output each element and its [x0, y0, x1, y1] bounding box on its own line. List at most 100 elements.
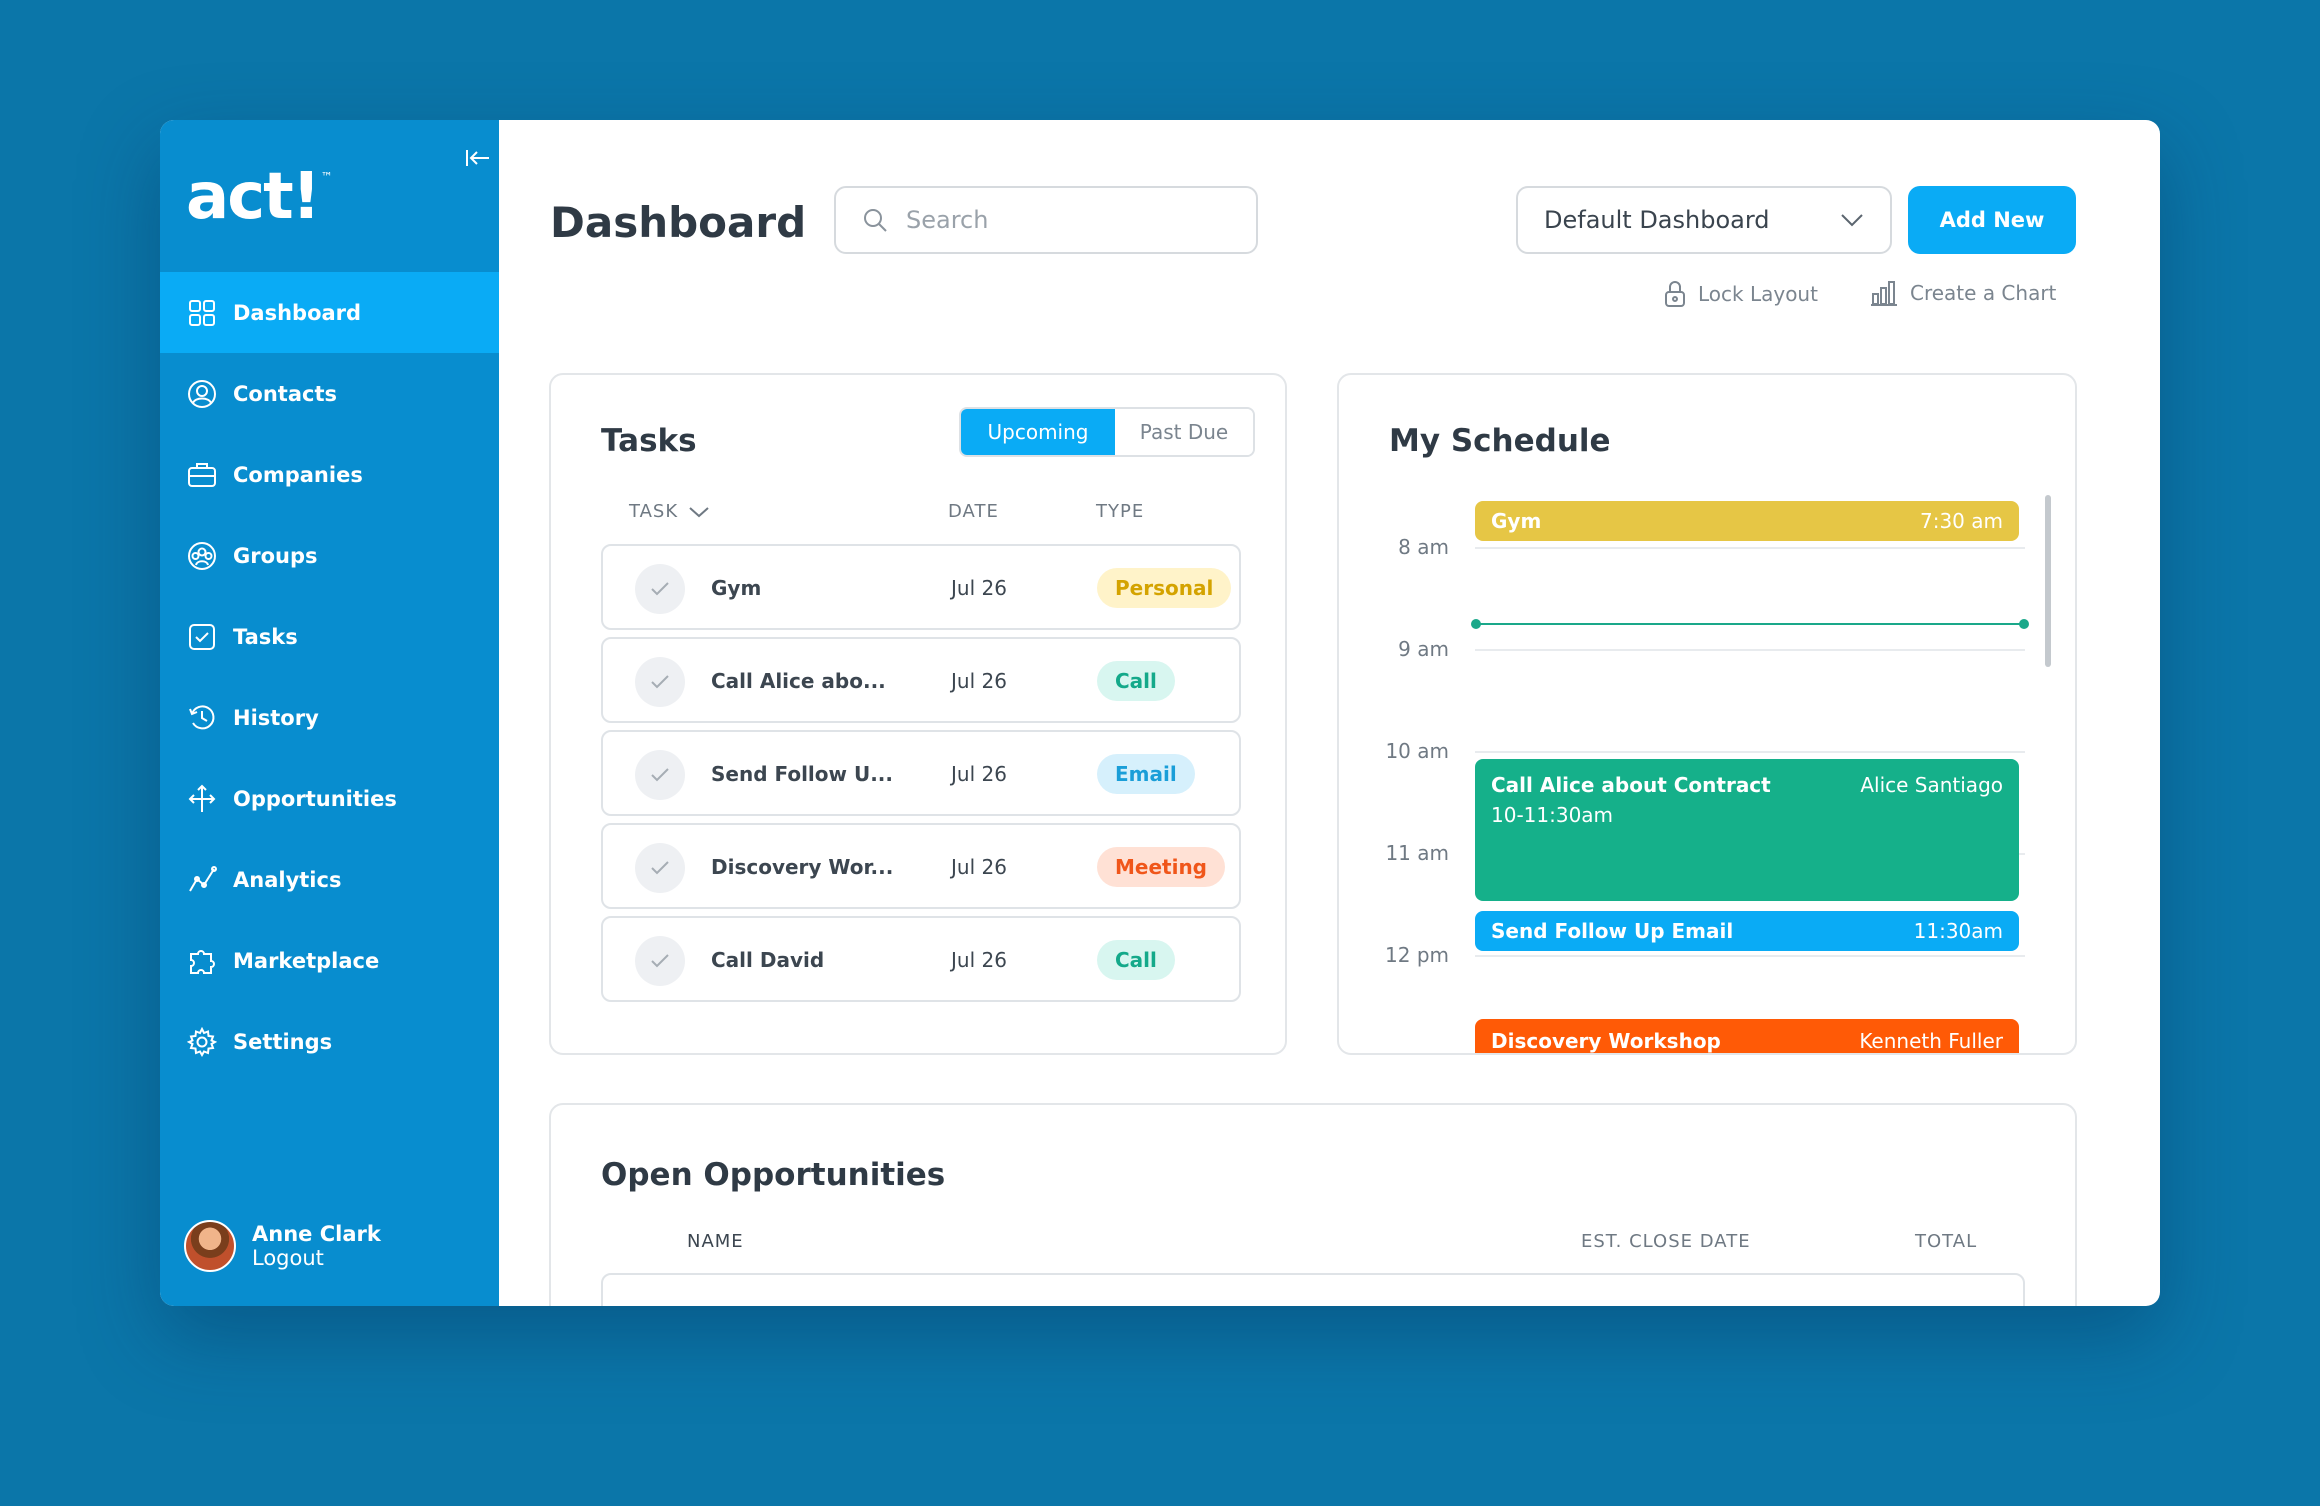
sidebar-item-history[interactable]: History	[160, 677, 499, 758]
check-icon	[651, 861, 669, 875]
event-title: Gym	[1491, 509, 1542, 533]
sidebar-item-label: Groups	[233, 543, 318, 568]
logo: act! ™	[186, 160, 333, 234]
task-row[interactable]: Gym Jul 26 Personal	[601, 544, 1241, 630]
task-complete-button[interactable]	[635, 843, 685, 893]
opportunity-row[interactable]	[601, 1273, 2025, 1306]
type-column-header: TYPE	[1096, 501, 1145, 522]
type-badge: Personal	[1097, 568, 1232, 608]
sidebar-item-opportunities[interactable]: Opportunities	[160, 758, 499, 839]
sidebar-item-label: Opportunities	[233, 786, 397, 811]
logout-link[interactable]: Logout	[252, 1246, 324, 1270]
create-chart-button[interactable]: Create a Chart	[1870, 280, 2056, 306]
close-date-column-header[interactable]: EST. CLOSE DATE	[1581, 1231, 1751, 1252]
add-new-button[interactable]: Add New	[1908, 186, 2076, 254]
check-icon	[651, 582, 669, 596]
search-box[interactable]	[834, 186, 1258, 254]
event-call-alice[interactable]: Call Alice about Contract Alice Santiago…	[1475, 759, 2019, 901]
tasks-title: Tasks	[601, 423, 697, 459]
app-window: act! ™ Dashboard Contacts Companies Group…	[160, 120, 2160, 1306]
tab-upcoming[interactable]: Upcoming	[961, 409, 1115, 455]
opportunities-card: Open Opportunities NAME EST. CLOSE DATE …	[549, 1103, 2077, 1306]
task-complete-button[interactable]	[635, 564, 685, 614]
user-name: Anne Clark	[252, 1222, 381, 1246]
tasks-tab-group: Upcoming Past Due	[959, 407, 1255, 457]
sidebar-item-label: Contacts	[233, 381, 337, 406]
type-badge: Call	[1097, 661, 1175, 701]
chevron-down-icon	[1841, 214, 1863, 227]
event-discovery-workshop[interactable]: Discovery Workshop Kenneth Fuller	[1475, 1019, 2019, 1053]
check-icon	[651, 675, 669, 689]
task-complete-button[interactable]	[635, 936, 685, 986]
event-send-follow-up[interactable]: Send Follow Up Email 11:30am	[1475, 911, 2019, 951]
tab-past-due[interactable]: Past Due	[1115, 409, 1253, 455]
hour-label: 11 am	[1385, 841, 1449, 865]
task-row[interactable]: Call David Jul 26 Call	[601, 916, 1241, 1002]
sidebar-item-tasks[interactable]: Tasks	[160, 596, 499, 677]
sidebar-item-label: Marketplace	[233, 948, 380, 973]
search-input[interactable]	[904, 205, 1248, 235]
lock-layout-button[interactable]: Lock Layout	[1664, 280, 1818, 308]
briefcase-icon	[185, 458, 219, 492]
date-column-header: DATE	[948, 501, 999, 522]
sidebar-item-label: Analytics	[233, 867, 342, 892]
lock-layout-label: Lock Layout	[1698, 282, 1818, 306]
sidebar-item-analytics[interactable]: Analytics	[160, 839, 499, 920]
task-date: Jul 26	[951, 762, 1007, 786]
dashboard-select[interactable]: Default Dashboard	[1516, 186, 1892, 254]
event-title: Discovery Workshop	[1491, 1029, 1721, 1053]
lock-icon	[1665, 281, 1685, 307]
avatar[interactable]	[184, 1220, 236, 1272]
sidebar-item-marketplace[interactable]: Marketplace	[160, 920, 499, 1001]
type-badge: Meeting	[1097, 847, 1226, 887]
task-date: Jul 26	[951, 576, 1007, 600]
task-row[interactable]: Discovery Wor... Jul 26 Meeting	[601, 823, 1241, 909]
sidebar-item-label: Dashboard	[233, 300, 362, 325]
sidebar-item-contacts[interactable]: Contacts	[160, 353, 499, 434]
total-column-header[interactable]: TOTAL	[1915, 1231, 1978, 1252]
sidebar-item-label: History	[233, 705, 319, 730]
type-badge: Call	[1097, 940, 1175, 980]
task-complete-button[interactable]	[635, 750, 685, 800]
collapse-sidebar-button[interactable]	[460, 140, 496, 176]
event-gym[interactable]: Gym 7:30 am	[1475, 501, 2019, 541]
create-chart-label: Create a Chart	[1910, 281, 2057, 305]
schedule-card: My Schedule 8 am 9 am 10 am 11 am 12 pm …	[1337, 373, 2077, 1055]
task-name: Send Follow U...	[711, 762, 894, 786]
schedule-title: My Schedule	[1389, 423, 1611, 459]
event-title: Call Alice about Contract	[1491, 773, 1771, 797]
task-date: Jul 26	[951, 855, 1007, 879]
event-time: 7:30 am	[1919, 509, 2003, 533]
opportunities-title: Open Opportunities	[601, 1157, 946, 1193]
current-time-dot	[1471, 619, 1481, 629]
task-row[interactable]: Send Follow U... Jul 26 Email	[601, 730, 1241, 816]
hour-label: 9 am	[1398, 637, 1449, 661]
task-row[interactable]: Call Alice abo... Jul 26 Call	[601, 637, 1241, 723]
user-circle-icon	[185, 377, 219, 411]
puzzle-icon	[185, 944, 219, 978]
event-time: 10-11:30am	[1491, 803, 1614, 827]
task-column-header[interactable]: TASK	[629, 501, 710, 522]
schedule-scrollbar[interactable]	[2045, 495, 2051, 667]
sidebar-item-groups[interactable]: Groups	[160, 515, 499, 596]
tasks-card: Tasks Upcoming Past Due TASK DATE TYPE G…	[549, 373, 1287, 1055]
task-complete-button[interactable]	[635, 657, 685, 707]
event-time: 11:30am	[1913, 919, 2003, 943]
task-name: Gym	[711, 576, 762, 600]
hour-label: 10 am	[1385, 739, 1449, 763]
collapse-icon	[466, 150, 489, 166]
sidebar-item-companies[interactable]: Companies	[160, 434, 499, 515]
dashboard-select-value: Default Dashboard	[1544, 206, 1770, 234]
user-profile: Anne Clark Logout	[184, 1220, 381, 1272]
sidebar-item-settings[interactable]: Settings	[160, 1001, 499, 1082]
sidebar-item-dashboard[interactable]: Dashboard	[160, 272, 499, 353]
sidebar-item-label: Settings	[233, 1029, 333, 1054]
page-title: Dashboard	[550, 198, 807, 247]
event-person: Kenneth Fuller	[1859, 1029, 2003, 1053]
task-name: Call Alice abo...	[711, 669, 886, 693]
history-icon	[185, 701, 219, 735]
analytics-icon	[185, 863, 219, 897]
name-column-header[interactable]: NAME	[687, 1231, 744, 1252]
task-name: Discovery Wor...	[711, 855, 894, 879]
grid-icon	[185, 296, 219, 330]
